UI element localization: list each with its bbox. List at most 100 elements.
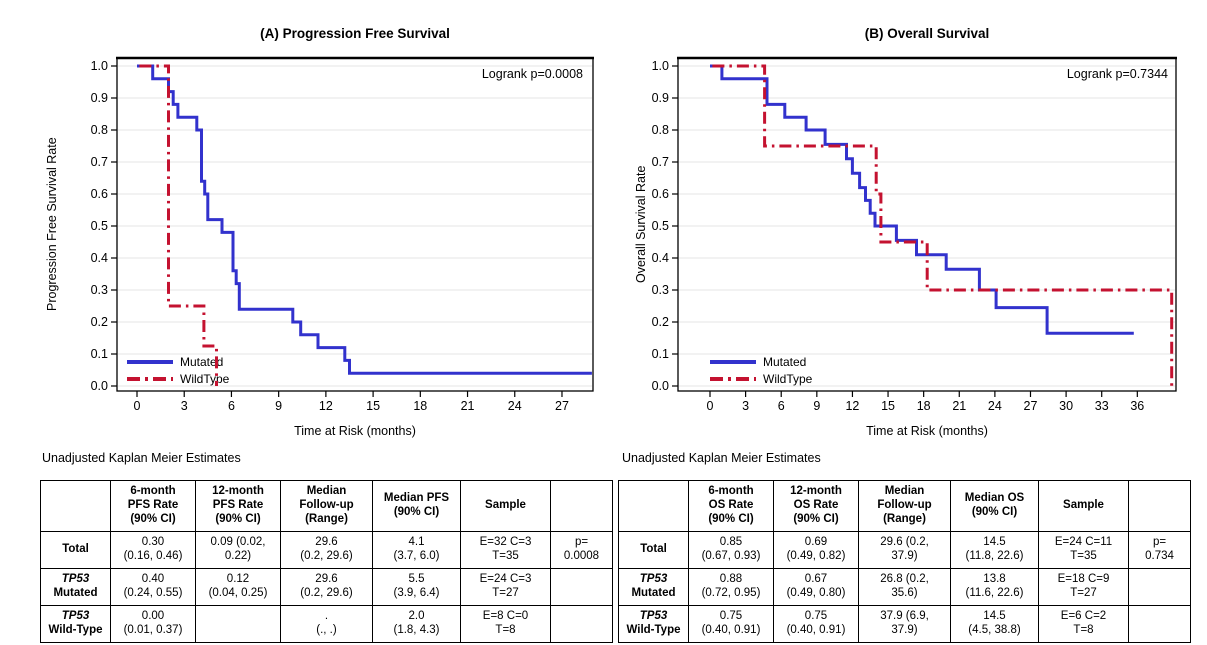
pfs-table-title: Unadjusted Kaplan Meier Estimates <box>42 451 241 465</box>
table-cell: 14.5 (4.5, 38.8) <box>950 605 1039 643</box>
x-tick-label: 27 <box>1023 399 1038 413</box>
y-tick-label: 0.5 <box>90 219 108 233</box>
y-tick-label: 1.0 <box>90 59 108 73</box>
table-cell: 0.75 (0.40, 0.91) <box>773 605 859 643</box>
x-tick-label: 30 <box>1059 399 1074 413</box>
x-tick-label: 21 <box>952 399 967 413</box>
table-row: Total 0.30 (0.16, 0.46) 0.09 (0.02, 0.22) 29.… <box>40 531 613 569</box>
plot-frame <box>116 57 594 392</box>
x-tick-label: 21 <box>460 399 475 413</box>
km-plot-area <box>672 56 1177 397</box>
table-cell: . (., .) <box>280 605 373 643</box>
y-tick-label: 0.2 <box>651 315 669 329</box>
x-tick-label: 6 <box>777 399 785 413</box>
y-tick-label: 0.9 <box>651 91 669 105</box>
os-logrank-annotation: Logrank p=0.7344 <box>1066 67 1168 81</box>
table-cell: 0.75 (0.40, 0.91) <box>688 605 774 643</box>
mutated-line-swatch <box>127 359 173 364</box>
column-header: Sample <box>1038 480 1129 532</box>
y-tick-label: 0.4 <box>90 251 108 265</box>
table-row: TP53 Wild-Type 0.00 (0.01, 0.37) . (., .) 2.0(… <box>40 605 613 643</box>
table-cell: E=18 C=9 T=27 <box>1038 568 1129 606</box>
os-estimates-table: 6-month OS Rate (90% CI) 12-month OS Rate (90… <box>618 480 1191 643</box>
km-table: 6-month OS Rate (90% CI) 12-month OS Rate (90… <box>618 480 1191 643</box>
y-tick-label: 0.8 <box>651 123 669 137</box>
y-tick-label: 0.5 <box>651 219 669 233</box>
plot-frame <box>677 57 1177 392</box>
os-x-axis-label: Time at Risk (months) <box>866 424 988 438</box>
column-header <box>550 480 613 532</box>
table-cell: 0.85 (0.67, 0.93) <box>688 531 774 569</box>
column-header: Median PFS (90% CI) <box>372 480 461 532</box>
row-label: TP53 Wild-Type <box>618 605 689 643</box>
table-cell: 0.69 (0.49, 0.82) <box>773 531 859 569</box>
os-table-title: Unadjusted Kaplan Meier Estimates <box>622 451 821 465</box>
table-cell <box>1128 568 1191 606</box>
y-tick-label: 0.1 <box>651 347 669 361</box>
column-header <box>1128 480 1191 532</box>
table-cell: p= 0.734 <box>1128 531 1191 569</box>
x-tick-label: 24 <box>507 399 522 413</box>
table-cell: E=24 C=3 T=27 <box>460 568 551 606</box>
legend-label: Mutated <box>763 354 807 369</box>
column-header: 12-month PFS Rate (90% CI) <box>195 480 281 532</box>
x-tick-label: 36 <box>1130 399 1145 413</box>
pfs-logrank-annotation: Logrank p=0.0008 <box>481 67 583 81</box>
table-cell: 13.8 (11.6, 22.6) <box>950 568 1039 606</box>
table-cell: E=32 C=3 T=35 <box>460 531 551 569</box>
y-tick-label: 0.0 <box>651 379 669 393</box>
table-cell: p= 0.0008 <box>550 531 613 569</box>
x-tick-label: 0 <box>706 399 714 413</box>
row-label: Total <box>618 531 689 569</box>
km-table: 6-month PFS Rate (90% CI) 12-month PFS Rate(… <box>40 480 613 643</box>
table-cell <box>195 605 281 643</box>
pfs-estimates-table: 6-month PFS Rate (90% CI) 12-month PFS Rate(… <box>40 480 613 643</box>
row-label: TP53 Wild-Type <box>40 605 111 643</box>
y-tick-label: 0.9 <box>90 91 108 105</box>
os-legend: Mutated WildType <box>710 353 812 387</box>
table-cell: E=8 C=0 T=8 <box>460 605 551 643</box>
pfs-chart-title: (A) Progression Free Survival <box>260 26 450 41</box>
x-tick-label: 27 <box>555 399 569 413</box>
column-header: Median Follow-up (Range) <box>858 480 951 532</box>
x-tick-label: 12 <box>845 399 860 413</box>
km-curve-mutated <box>710 64 1134 335</box>
km-curve-wildtype <box>139 64 218 386</box>
x-tick-label: 0 <box>133 399 141 413</box>
x-tick-label: 6 <box>227 399 235 413</box>
legend-item-wildtype: WildType <box>710 370 812 387</box>
table-cell: 0.67 (0.49, 0.80) <box>773 568 859 606</box>
wildtype-line-swatch <box>710 376 756 381</box>
pfs-chart: (A) Progression Free Survival Logrank p=… <box>0 0 604 450</box>
row-label: TP53 Mutated <box>618 568 689 606</box>
y-tick-label: 0.3 <box>90 283 108 297</box>
table-cell: 29.6 (0.2, 29.6) <box>280 531 373 569</box>
table-cell: 0.40 (0.24, 0.55) <box>110 568 196 606</box>
mutated-line-swatch <box>710 359 756 364</box>
table-cell: E=6 C=2 T=8 <box>1038 605 1129 643</box>
x-tick-label: 3 <box>180 399 188 413</box>
y-tick-label: 0.6 <box>90 187 108 201</box>
os-chart: (B) Overall Survival Logrank p=0.7344 Ov… <box>603 0 1207 450</box>
table-cell: 0.30 (0.16, 0.46) <box>110 531 196 569</box>
column-header: Median OS (90% CI) <box>950 480 1039 532</box>
column-header <box>40 480 111 532</box>
x-tick-label: 15 <box>366 399 381 413</box>
x-tick-label: 24 <box>987 399 1002 413</box>
table-cell: 37.9 (6.9, 37.9) <box>858 605 951 643</box>
y-tick-label: 0.6 <box>651 187 669 201</box>
table-cell: 5.5 (3.9, 6.4) <box>372 568 461 606</box>
x-tick-label: 33 <box>1094 399 1109 413</box>
legend-label: WildType <box>763 371 813 386</box>
table-row: Total 0.85 (0.67, 0.93) 0.69 (0.49, 0.82) 29.… <box>618 531 1191 569</box>
x-tick-label: 15 <box>881 399 895 413</box>
table-row: TP53 Wild-Type 0.75 (0.40, 0.91) 0.75 (0.40, … <box>618 605 1191 643</box>
x-tick-label: 18 <box>916 399 931 413</box>
table-cell: 0.88 (0.72, 0.95) <box>688 568 774 606</box>
x-tick-label: 9 <box>813 399 821 413</box>
column-header: 6-month OS Rate (90% CI) <box>688 480 774 532</box>
x-tick-label: 18 <box>413 399 428 413</box>
table-cell: E=24 C=11 T=35 <box>1038 531 1129 569</box>
legend-item-mutated: Mutated <box>127 353 229 370</box>
